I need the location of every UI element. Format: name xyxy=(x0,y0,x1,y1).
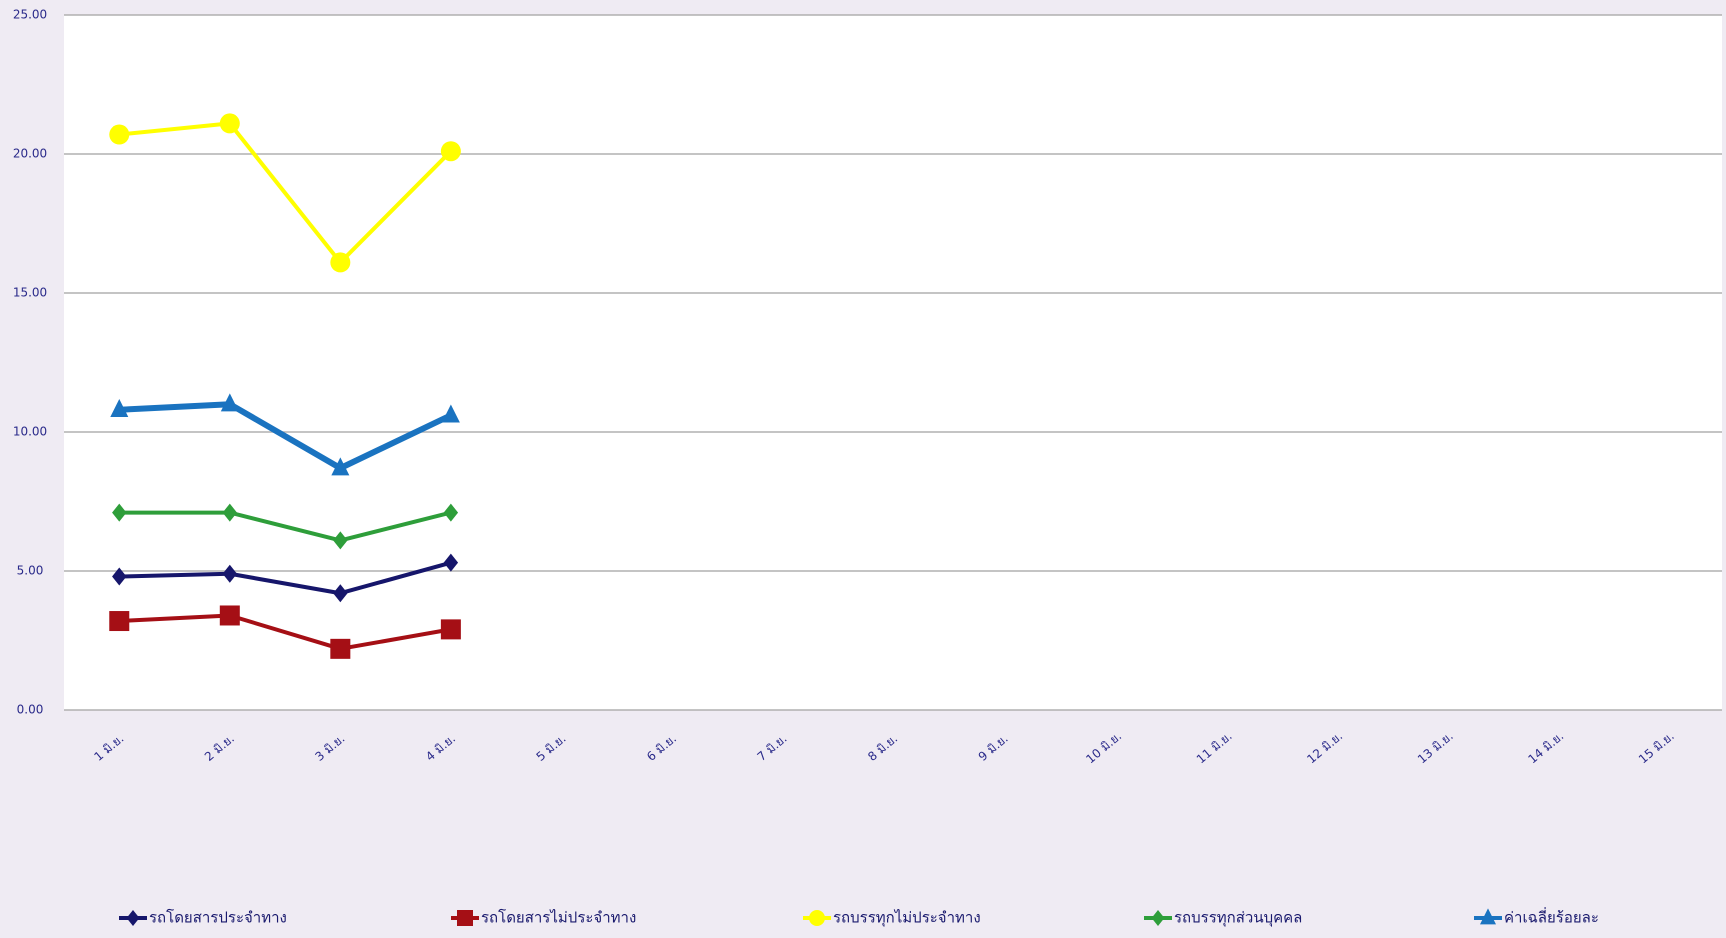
marker xyxy=(112,567,127,586)
y-tick-label: 5.00 xyxy=(17,564,44,578)
series-line xyxy=(119,121,453,265)
x-tick-label: 6 มิ.ย. xyxy=(644,731,679,764)
x-tick-label: 11 มิ.ย. xyxy=(1194,729,1235,767)
x-tick-label: 13 มิ.ย. xyxy=(1415,729,1456,767)
marker xyxy=(219,605,240,626)
y-tick-label: 0.00 xyxy=(17,703,44,717)
marker xyxy=(443,503,459,522)
series-line xyxy=(119,401,453,472)
x-tick-label: 15 มิ.ย. xyxy=(1636,729,1677,767)
marker xyxy=(457,910,473,926)
marker xyxy=(331,457,350,476)
legend-label: รถโดยสารประจำทาง xyxy=(149,909,287,927)
marker xyxy=(222,503,237,522)
marker xyxy=(109,124,130,145)
legend-label: รถบรรทุกส่วนบุคคล xyxy=(1174,909,1302,928)
y-tick-label: 10.00 xyxy=(13,425,47,439)
x-tick-label: 5 มิ.ย. xyxy=(534,731,569,764)
x-tick-label: 4 มิ.ย. xyxy=(423,731,458,764)
y-tick-label: 15.00 xyxy=(13,286,47,300)
marker xyxy=(330,638,351,659)
marker xyxy=(440,141,461,162)
marker xyxy=(441,404,460,423)
x-tick-label: 10 มิ.ย. xyxy=(1083,729,1124,767)
x-tick-label: 7 มิ.ย. xyxy=(755,731,790,764)
series-line xyxy=(119,510,452,543)
series-line xyxy=(119,560,452,596)
x-tick-label: 14 มิ.ย. xyxy=(1525,729,1566,767)
series-line xyxy=(119,613,452,651)
marker xyxy=(126,910,140,926)
marker xyxy=(110,398,129,417)
marker xyxy=(333,531,348,550)
marker xyxy=(109,611,130,632)
marker xyxy=(1480,908,1496,925)
y-tick-label: 20.00 xyxy=(13,147,47,161)
marker xyxy=(1151,910,1165,926)
marker xyxy=(112,503,127,522)
plot-area xyxy=(64,15,1722,710)
x-tick-label: 9 มิ.ย. xyxy=(976,731,1011,764)
legend-label: รถโดยสารไม่ประจำทาง xyxy=(481,909,636,927)
marker xyxy=(330,252,351,273)
marker xyxy=(220,393,239,412)
marker xyxy=(440,619,461,640)
x-tick-label: 3 มิ.ย. xyxy=(312,731,347,764)
marker xyxy=(443,553,459,572)
marker xyxy=(333,584,348,603)
x-tick-label: 8 มิ.ย. xyxy=(865,731,900,764)
legend-label: ค่าเฉลี่ยร้อยละ xyxy=(1504,907,1599,927)
x-tick-label: 2 มิ.ย. xyxy=(202,731,237,764)
legend-label: รถบรรทุกไม่ประจำทาง xyxy=(833,909,981,928)
marker xyxy=(222,564,237,583)
x-tick-label: 12 มิ.ย. xyxy=(1304,729,1345,767)
x-tick-label: 1 มิ.ย. xyxy=(91,731,126,764)
y-tick-label: 25.00 xyxy=(13,8,47,22)
marker xyxy=(219,113,240,134)
marker xyxy=(809,910,825,926)
